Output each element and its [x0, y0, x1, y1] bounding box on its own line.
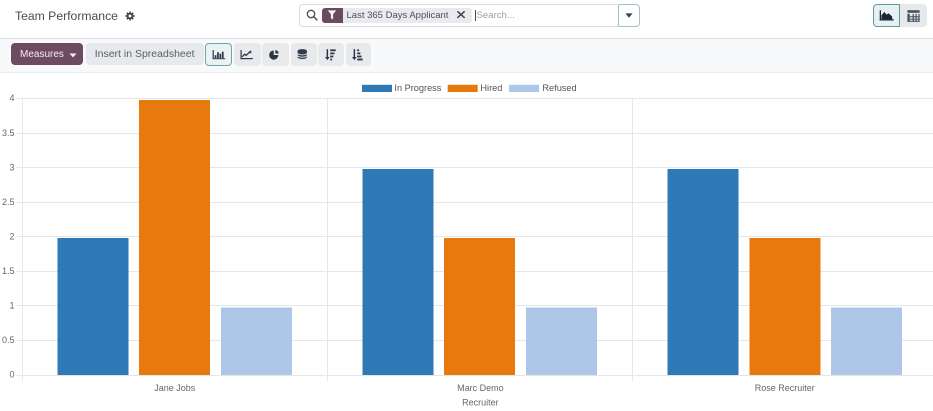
svg-text:Jane Jobs: Jane Jobs [154, 383, 196, 393]
svg-text:Rose Recruiter: Rose Recruiter [755, 383, 815, 393]
svg-text:1.5: 1.5 [2, 266, 15, 276]
svg-text:Refused: Refused [542, 83, 576, 93]
svg-text:3: 3 [9, 162, 14, 172]
svg-text:Marc Demo: Marc Demo [457, 383, 504, 393]
svg-text:0.5: 0.5 [2, 335, 15, 345]
svg-text:2.5: 2.5 [2, 197, 15, 207]
svg-text:0: 0 [9, 370, 14, 380]
svg-text:1: 1 [9, 301, 14, 311]
svg-text:4: 4 [9, 93, 14, 103]
svg-text:In Progress: In Progress [394, 83, 441, 93]
svg-text:2: 2 [9, 232, 14, 242]
svg-text:Recruiter: Recruiter [462, 398, 499, 408]
svg-text:3.5: 3.5 [2, 128, 15, 138]
svg-text:Hired: Hired [480, 83, 502, 93]
